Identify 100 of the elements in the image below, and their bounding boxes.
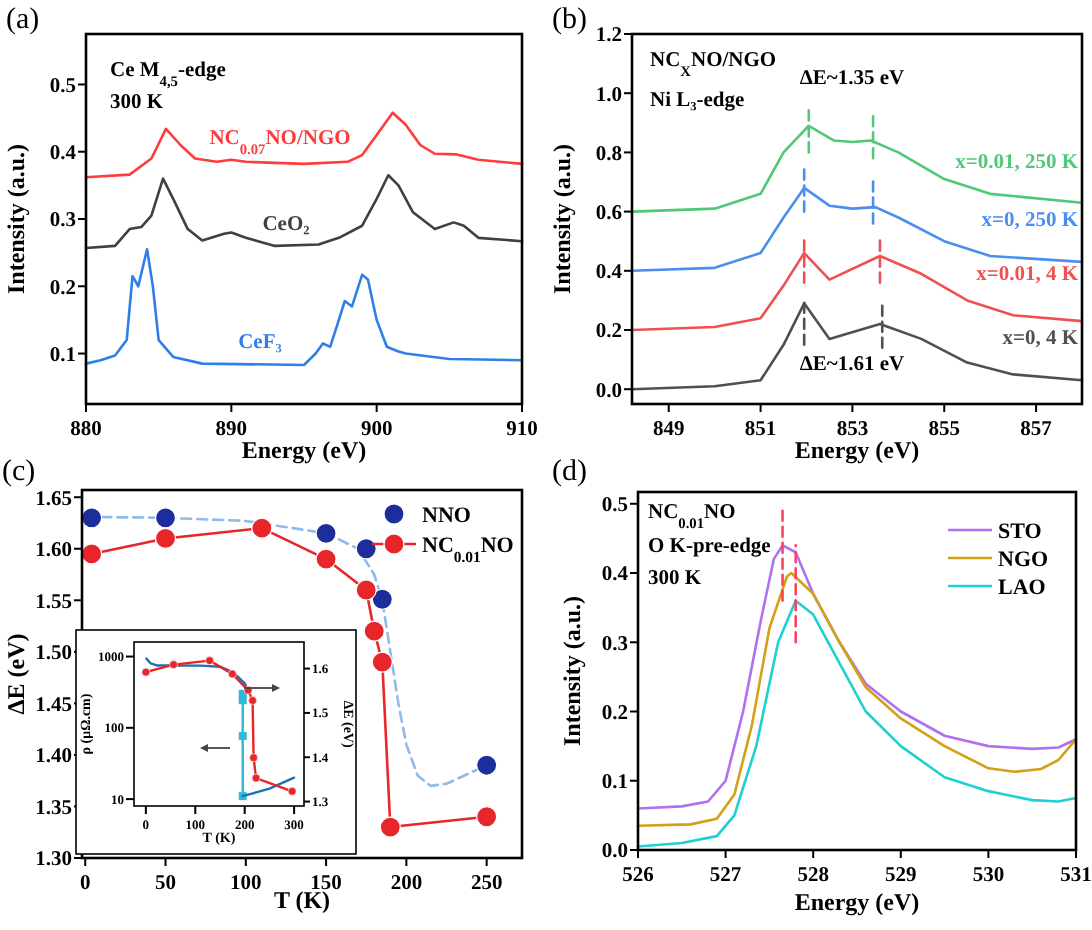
x-tick-label: 910 [506,419,538,441]
series-label: x=0, 4 K [1002,328,1080,350]
point [363,620,385,642]
y-tick-label: 0.3 [601,633,628,656]
x-tick-label: 0 [79,873,91,895]
y-axis-title: Intensity (a.u.) [548,143,576,295]
y-tick-label: 1.45 [35,694,72,717]
y-tick-label: 0.2 [49,277,76,300]
point [251,517,273,539]
x-tick-label: 855 [928,419,960,441]
y-tick-label: 0.2 [601,702,628,725]
chart-title: (d) [552,456,587,488]
annotation: 300 K [110,92,165,114]
annotation: O K-pre-edge [648,536,772,558]
point [379,816,401,838]
y-tick-label: 1.55 [35,591,72,614]
y-tick-label: 0.2 [595,321,622,344]
y-tick-label: 0.5 [601,495,628,518]
x-tick-label: 200 [390,873,423,895]
y-tick-label: 1.50 [35,643,72,666]
x-tick-label: 530 [972,865,1005,887]
chart-title: (c) [2,456,36,488]
annotation: 300 K [648,568,703,590]
legend-label: LAO [998,576,1047,600]
x-tick-label: 100 [230,873,262,895]
x-tick-label: 851 [744,419,777,441]
annotation: Ce M$_{4,5}$-edge [110,60,227,89]
series-label: CeF₃ [238,332,282,354]
point [238,731,247,740]
point [315,522,337,544]
y-axis-title: Intensity (a.u.) [558,595,586,747]
x-axis-title: Energy (eV) [241,436,367,464]
x-tick-label: 250 [470,873,503,895]
point [228,669,237,679]
point [141,667,151,677]
annotation: NC$_{X}$NO/NGO [650,50,777,79]
series-label: CeO₂ [262,214,310,236]
legend-label: NNO [422,504,472,528]
point [154,507,177,529]
y-tick-label: 1.35 [35,797,72,820]
series-label: x=0, 250 K [981,210,1080,232]
line-series [636,571,1078,828]
line-series [84,247,524,367]
x-tick-label: 890 [215,419,248,441]
y-tick-label: 0.3 [49,210,76,233]
annotation: Ni L₃-edge [650,90,746,112]
x-axis-title: Energy (eV) [794,888,920,916]
x-tick-label: 531 [1060,865,1092,887]
annotation: NC$_{0.01}$NO [648,502,736,531]
y-tick-label: 0.6 [595,202,622,225]
chart-title: (b) [552,4,587,36]
line-series [84,173,524,250]
chart-title: (a) [6,4,40,36]
y-tick-label: 1.60 [35,540,72,563]
y-tick-label: 1.0 [595,84,622,107]
point [371,651,393,673]
x-tick-label: 526 [622,865,654,887]
x-tick-label: 900 [360,419,393,441]
point [154,527,177,550]
x-tick-label: 528 [797,865,829,887]
x-axis-title: Energy (eV) [794,436,920,464]
y-tick-label: 0.0 [601,841,628,864]
point [476,806,498,828]
y-tick-label: 0.4 [595,262,624,285]
point [169,660,178,669]
x-tick-label: 529 [885,865,917,887]
y-tick-label: 0.1 [49,344,76,367]
legend-label: NGO [998,548,1049,572]
point [371,588,393,610]
point [205,656,214,665]
point [476,754,498,776]
point [355,538,377,560]
point [238,696,247,705]
y-tick-label: 1.30 [35,849,72,872]
x-tick-label: 50 [155,873,176,895]
y-tick-label: 0.1 [601,772,628,795]
y-tick-label: 1.40 [35,746,72,769]
annotation: ΔE~1.35 eV [799,68,906,90]
point [81,543,103,565]
y-axis-title: Intensity (a.u.) [2,143,30,295]
legend-label: STO [998,520,1043,544]
series-label: NC$_{0.07}$NO/NGO [209,128,351,157]
x-tick-label: 849 [652,419,685,441]
point [251,773,261,783]
point [315,548,337,570]
annotation: ΔE~1.61 eV [799,354,906,376]
point [81,507,103,529]
x-tick-label: 853 [836,419,869,441]
line-series [630,302,1084,391]
series-label: x=0.01, 250 K [955,152,1080,174]
line-series [636,599,1078,848]
y-tick-label: 0.8 [595,143,622,166]
line-series [84,111,524,179]
y-tick-label: 0.4 [601,564,630,587]
y-tick-label: 0.5 [49,75,76,98]
series-label: x=0.01, 4 K [976,264,1080,286]
point [249,753,258,762]
y-tick-label: 1.2 [595,25,622,48]
y-tick-label: 0.0 [595,380,622,403]
point [287,787,297,796]
